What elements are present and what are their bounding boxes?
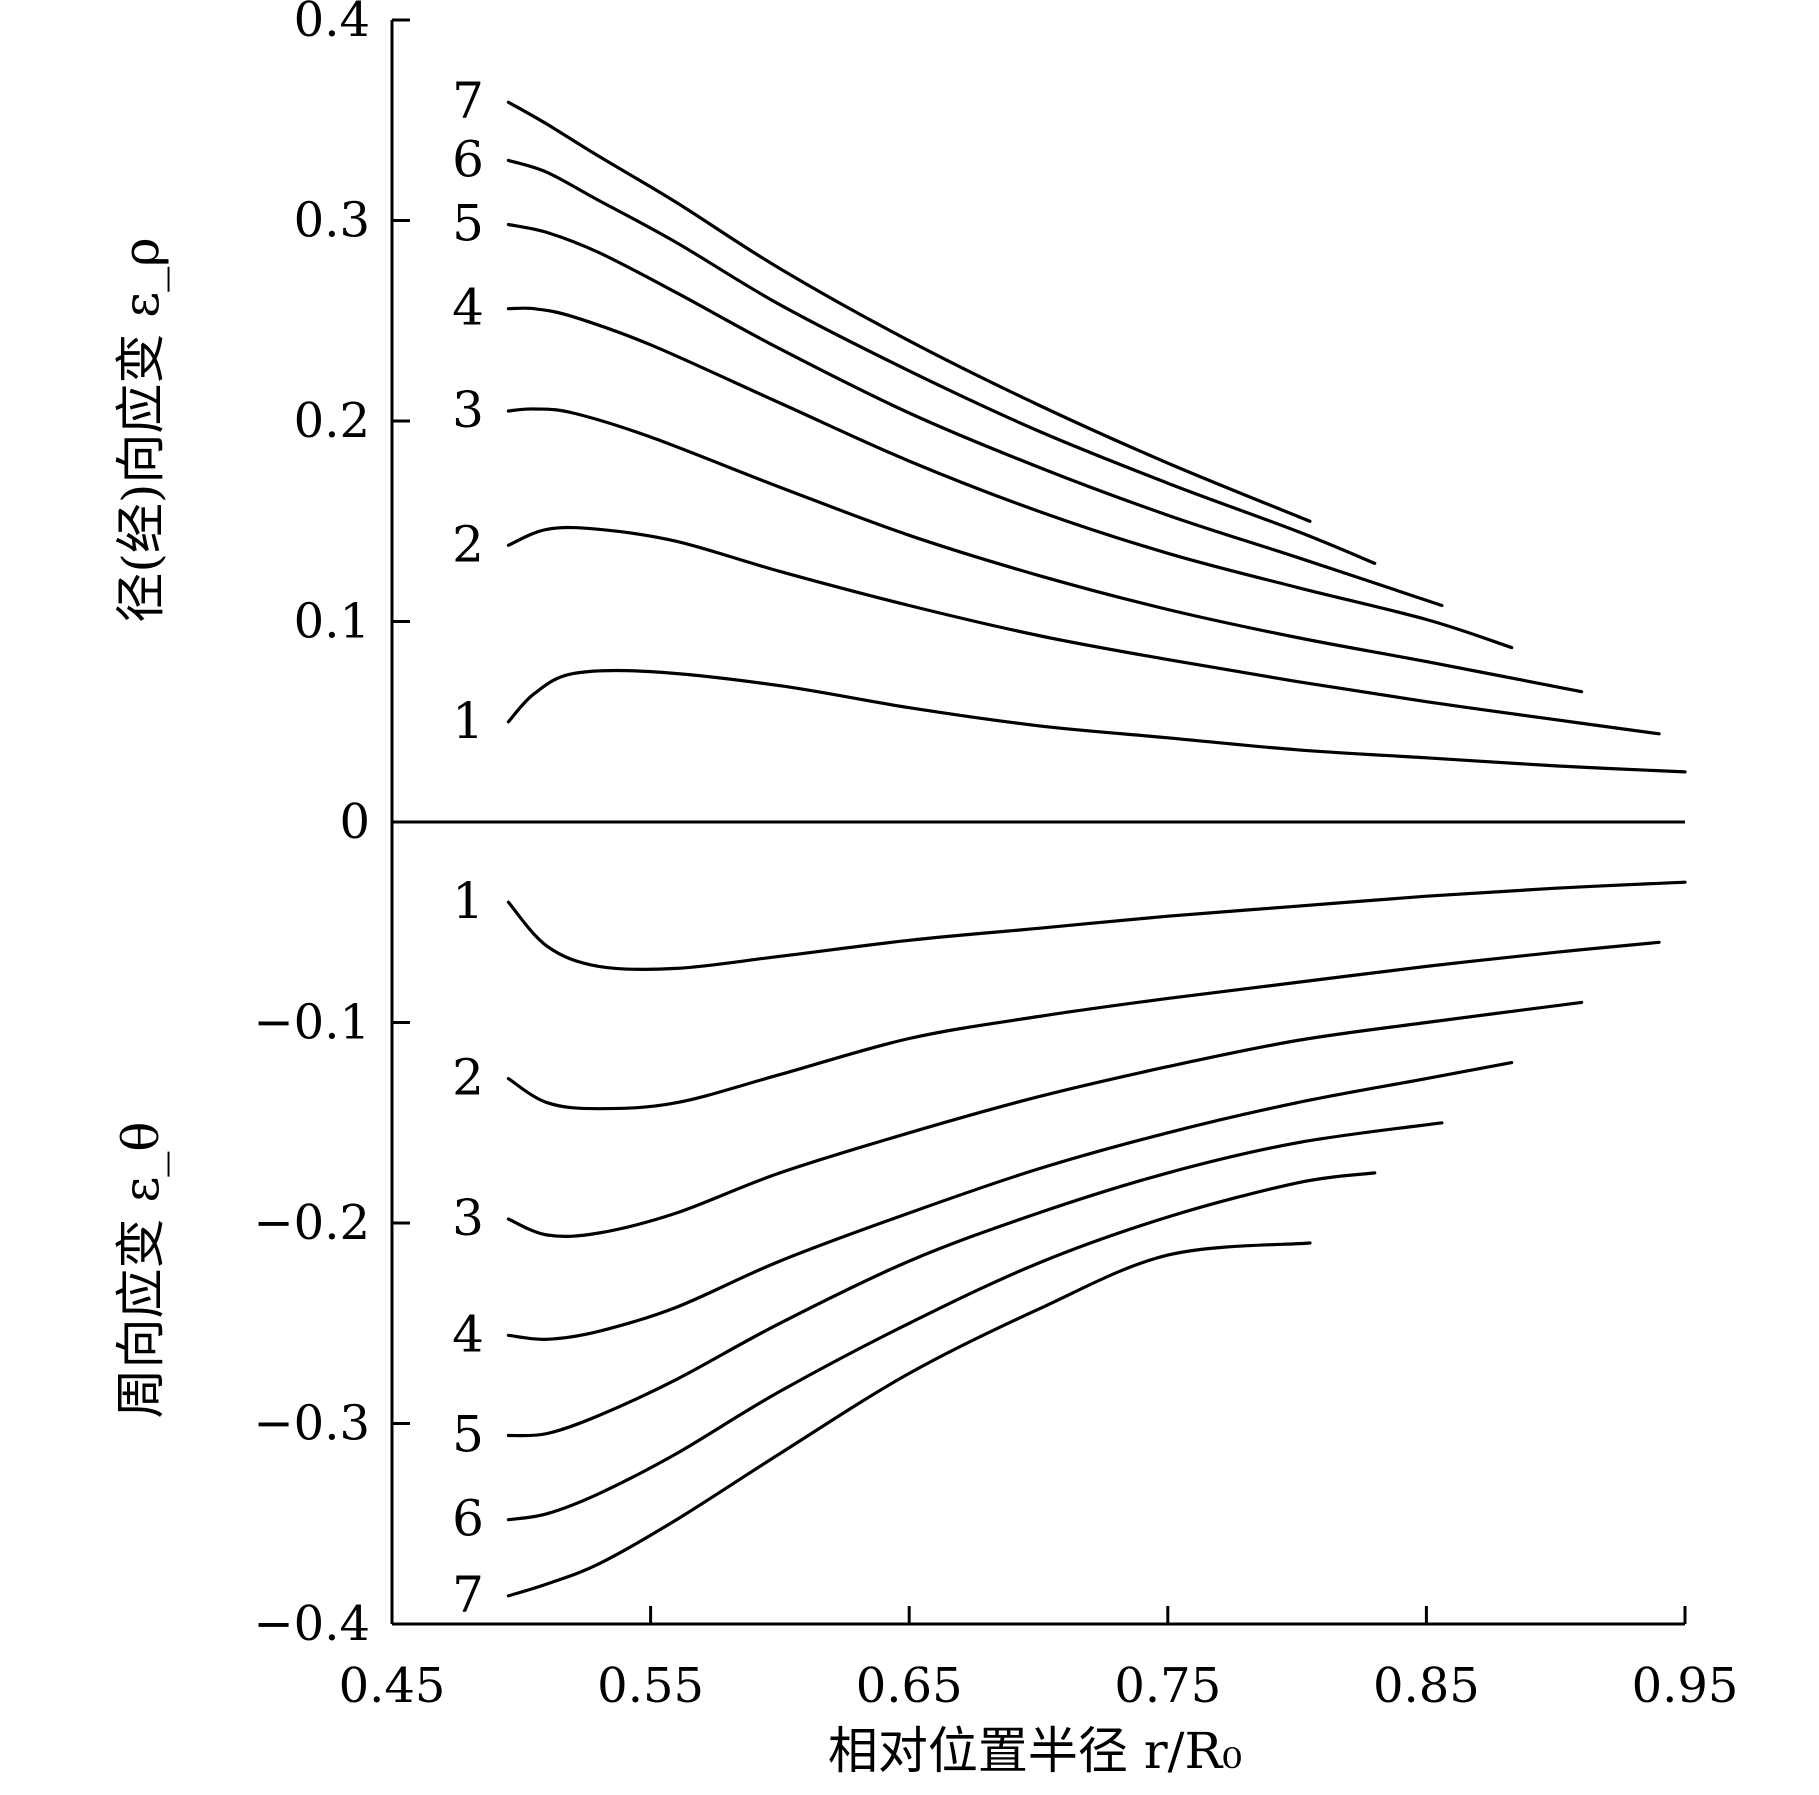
y-axis-title-top: 径(经)向应变 ε_ρ (112, 237, 170, 622)
curve-label-hoop-7: 7 (452, 1566, 484, 1624)
series-hoop-7 (506, 1241, 1312, 1598)
series-hoop-1 (506, 880, 1687, 972)
series-radial-2 (506, 525, 1661, 736)
y-tick-label: −0.4 (253, 1596, 370, 1652)
x-tick-label: 0.75 (1114, 1658, 1221, 1714)
curve-label-radial-2: 2 (452, 515, 484, 573)
series-group (506, 100, 1687, 1598)
series-radial-7 (506, 100, 1312, 523)
ticks-group: 0.4 0.3 0.2 0.1 0 −0.1 −0.2 −0.3 −0.4 0.45 0.55 0.6… (253, 0, 1738, 1714)
curve-label-radial-6: 6 (452, 130, 484, 188)
curve-label-radial-1: 1 (452, 692, 484, 750)
curve-label-hoop-2: 2 (452, 1049, 484, 1107)
series-hoop-6 (506, 1171, 1377, 1522)
series-hoop-5 (506, 1121, 1444, 1438)
curve-label-hoop-5: 5 (452, 1406, 484, 1464)
curve-label-hoop-4: 4 (452, 1305, 484, 1363)
series-hoop-4 (506, 1061, 1514, 1341)
curve-label-hoop-6: 6 (452, 1490, 484, 1548)
x-tick-label: 0.65 (856, 1658, 963, 1714)
y-tick-label: 0 (339, 794, 370, 850)
series-hoop-3 (506, 1000, 1584, 1238)
series-radial-4 (506, 306, 1514, 650)
x-axis-title: 相对位置半径 r/R₀ (828, 1722, 1242, 1780)
curve-label-radial-5: 5 (452, 195, 484, 253)
curve-label-hoop-3: 3 (452, 1189, 484, 1247)
curve-label-radial-4: 4 (452, 279, 484, 337)
series-radial-3 (506, 407, 1584, 694)
x-tick-label: 0.45 (339, 1658, 446, 1714)
x-tick-label: 0.85 (1373, 1658, 1480, 1714)
series-radial-5 (506, 222, 1444, 608)
y-axis-title-bottom: 周向应变 ε_θ (112, 1122, 170, 1419)
y-tick-label: −0.1 (253, 995, 370, 1051)
curve-label-hoop-1: 1 (452, 872, 484, 930)
y-tick-label: 0.2 (294, 393, 370, 449)
series-radial-1 (506, 668, 1687, 774)
x-tick-label: 0.95 (1632, 1658, 1739, 1714)
series-hoop-2 (506, 940, 1661, 1111)
y-tick-label: 0.1 (294, 594, 370, 650)
y-tick-label: 0.3 (294, 193, 370, 249)
curve-label-radial-7: 7 (452, 72, 484, 130)
y-tick-label: −0.3 (253, 1396, 370, 1452)
axes-group (390, 20, 1685, 1626)
series-radial-6 (506, 158, 1377, 565)
x-tick-label: 0.55 (597, 1658, 704, 1714)
curve-label-radial-3: 3 (452, 381, 484, 439)
y-tick-label: 0.4 (294, 0, 370, 48)
y-tick-label: −0.2 (253, 1195, 370, 1251)
